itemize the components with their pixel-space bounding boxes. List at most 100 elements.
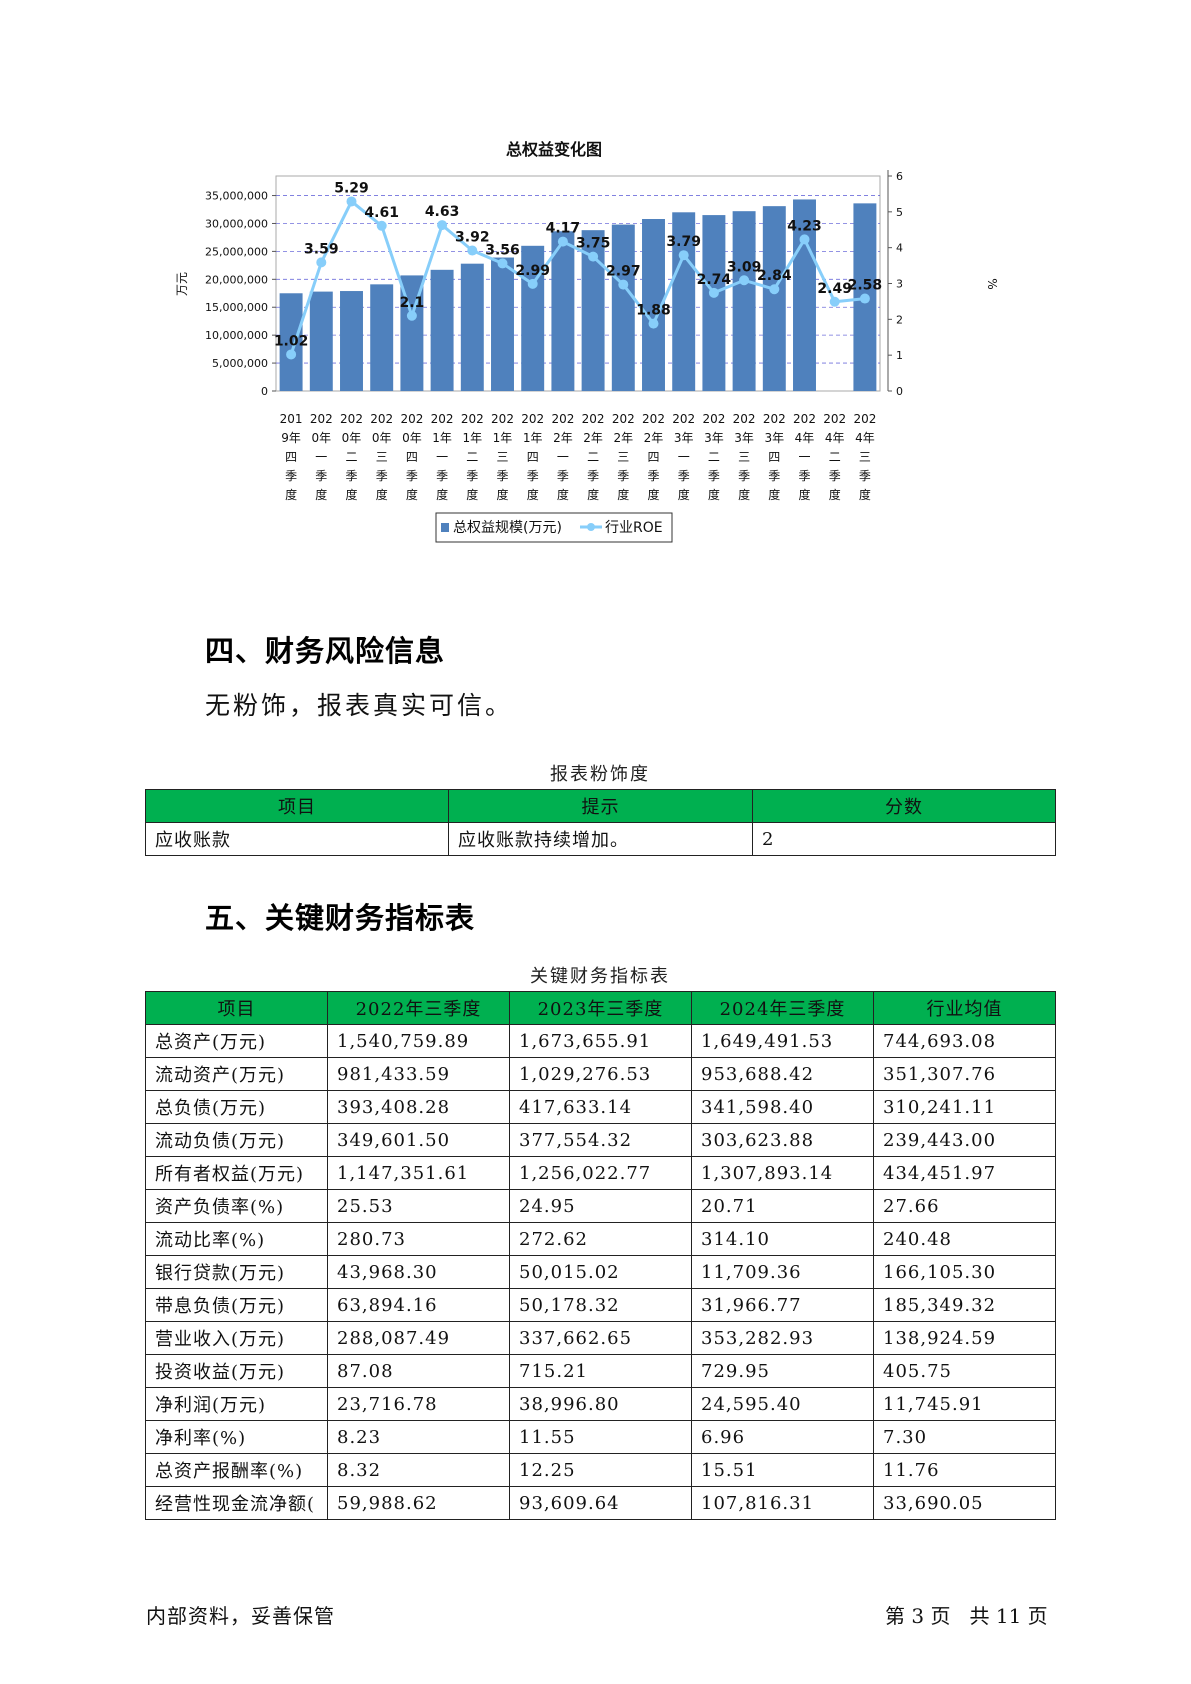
table-row: 营业收入(万元) 288,087.49 337,662.65 353,282.93 13… bbox=[145, 1321, 1056, 1355]
column-header-2023q3: 2023年三季度 bbox=[509, 991, 692, 1025]
x-axis-category-label: 度 bbox=[315, 487, 327, 502]
x-axis-category-label: 202 bbox=[431, 412, 454, 426]
left-axis-tick-label: 15,000,000 bbox=[205, 301, 268, 314]
table-cell: 6.96 bbox=[691, 1420, 874, 1454]
x-axis-category-label: 202 bbox=[642, 412, 665, 426]
table-cell: 1,649,491.53 bbox=[691, 1024, 874, 1058]
x-axis-category-label: 季 bbox=[708, 469, 720, 483]
roe-point bbox=[829, 296, 840, 307]
x-axis-category-label: 4年 bbox=[855, 431, 875, 445]
roe-data-label: 2.58 bbox=[848, 278, 883, 294]
equity-chart: 总权益变化图 0 5,000,000 10,000,000 15,000,000 20,0… bbox=[150, 140, 1050, 600]
x-axis-category-label: 202 bbox=[310, 412, 333, 426]
equity-bar bbox=[672, 212, 696, 391]
left-axis-tick-label: 10,000,000 bbox=[205, 329, 268, 342]
x-axis-category-label: 4年 bbox=[825, 431, 845, 445]
roe-point bbox=[286, 349, 297, 360]
roe-point bbox=[557, 236, 568, 247]
table-cell: 288,087.49 bbox=[327, 1321, 510, 1355]
equity-bar bbox=[521, 245, 545, 391]
x-axis-category-label: 0年 bbox=[372, 431, 392, 445]
x-axis-category-label: 一 bbox=[798, 450, 810, 464]
table-cell: 23,716.78 bbox=[327, 1387, 510, 1421]
table-cell: 33,690.05 bbox=[873, 1486, 1056, 1520]
x-axis-category-label: 202 bbox=[612, 412, 635, 426]
x-axis-category-label: 季 bbox=[345, 469, 357, 483]
roe-point bbox=[527, 278, 538, 289]
right-axis-tick-label: 5 bbox=[896, 206, 903, 219]
roe-data-label: 1.02 bbox=[274, 333, 309, 349]
roe-point bbox=[588, 251, 599, 262]
table-cell: 303,623.88 bbox=[691, 1123, 874, 1157]
x-axis-category-label: 三 bbox=[617, 450, 629, 464]
equity-bar bbox=[279, 293, 303, 391]
x-axis-category-label: 202 bbox=[370, 412, 393, 426]
table-cell: 1,307,893.14 bbox=[691, 1156, 874, 1190]
left-axis-title: 万元 bbox=[175, 272, 189, 296]
table-cell: 8.23 bbox=[327, 1420, 510, 1454]
table-cell: 15.51 bbox=[691, 1453, 874, 1487]
section-heading-key-indicators: 五、关键财务指标表 bbox=[205, 901, 476, 935]
legend-bar-swatch bbox=[441, 523, 449, 532]
table-row: 投资收益(万元) 87.08 715.21 729.95 405.75 bbox=[145, 1354, 1056, 1388]
x-axis-category-label: 3年 bbox=[674, 431, 694, 445]
x-axis-category-label: 度 bbox=[859, 487, 871, 502]
legend-line-label: 行业ROE bbox=[605, 520, 663, 536]
row-label-cell: 所有者权益(万元) bbox=[145, 1156, 328, 1190]
table-row: 资产负债率(%) 25.53 24.95 20.71 27.66 bbox=[145, 1189, 1056, 1223]
roe-point bbox=[678, 250, 689, 261]
table-cell: 50,015.02 bbox=[509, 1255, 692, 1289]
legend-line-marker bbox=[587, 523, 595, 531]
table-cell: 24.95 bbox=[509, 1189, 692, 1223]
table-row: 银行贷款(万元) 43,968.30 50,015.02 11,709.36 166,1… bbox=[145, 1255, 1056, 1289]
table-cell: 1,256,022.77 bbox=[509, 1156, 692, 1190]
roe-data-label: 4.23 bbox=[787, 218, 822, 234]
x-axis-category-label: 度 bbox=[768, 487, 780, 502]
x-axis-category-label: 季 bbox=[315, 469, 327, 483]
x-axis-category-label: 202 bbox=[400, 412, 423, 426]
table-row: 净利润(万元) 23,716.78 38,996.80 24,595.40 11,745… bbox=[145, 1387, 1056, 1421]
row-label-cell: 总负债(万元) bbox=[145, 1090, 328, 1124]
equity-bar bbox=[581, 230, 605, 391]
x-axis-category-label: 202 bbox=[763, 412, 786, 426]
roe-data-label: 2.97 bbox=[606, 264, 641, 280]
table-cell: 337,662.65 bbox=[509, 1321, 692, 1355]
x-axis-category-label: 季 bbox=[617, 469, 629, 483]
x-axis-category-label: 1年 bbox=[432, 431, 452, 445]
table-cell: 310,241.11 bbox=[873, 1090, 1056, 1124]
x-axis-category-label: 一 bbox=[557, 450, 569, 464]
x-axis-category-label: 季 bbox=[587, 469, 599, 483]
table-cell: 1,673,655.91 bbox=[509, 1024, 692, 1058]
equity-bar bbox=[611, 224, 635, 391]
roe-point bbox=[316, 257, 327, 268]
roe-data-label: 2.49 bbox=[817, 281, 852, 297]
table-cell: 272.62 bbox=[509, 1222, 692, 1256]
x-axis-category-label: 三 bbox=[496, 450, 508, 464]
right-axis-tick-label: 3 bbox=[896, 278, 903, 291]
plot-area-border bbox=[275, 175, 881, 392]
row-label-cell: 总资产(万元) bbox=[145, 1024, 328, 1058]
x-axis-category-label: 202 bbox=[461, 412, 484, 426]
roe-data-label: 2.1 bbox=[399, 295, 424, 311]
table-cell: 981,433.59 bbox=[327, 1057, 510, 1091]
table-cell: 20.71 bbox=[691, 1189, 874, 1223]
x-axis-category-label: 四 bbox=[768, 450, 780, 464]
row-label-cell: 总资产报酬率(%) bbox=[145, 1453, 328, 1487]
table-cell: 2 bbox=[752, 822, 1056, 856]
table-cell: 24,595.40 bbox=[691, 1387, 874, 1421]
x-axis-category-label: 2年 bbox=[583, 431, 603, 445]
table-row: 流动比率(%) 280.73 272.62 314.10 240.48 bbox=[145, 1222, 1056, 1256]
x-axis-category-label: 度 bbox=[708, 487, 720, 502]
section-heading-financial-risk: 四、财务风险信息 bbox=[205, 634, 446, 668]
x-axis-category-label: 度 bbox=[557, 487, 569, 502]
equity-bar bbox=[732, 211, 756, 391]
left-axis-tick-label: 35,000,000 bbox=[205, 190, 268, 203]
x-axis-category-label: 202 bbox=[672, 412, 695, 426]
roe-point bbox=[437, 220, 448, 231]
x-axis-category-label: 季 bbox=[466, 469, 478, 483]
table-row: 应收账款 应收账款持续增加。 2 bbox=[145, 822, 1056, 856]
x-axis-category-label: 季 bbox=[647, 469, 659, 483]
table-cell: 239,443.00 bbox=[873, 1123, 1056, 1157]
x-axis-category-label: 季 bbox=[376, 469, 388, 483]
roe-data-label: 5.29 bbox=[334, 180, 369, 196]
